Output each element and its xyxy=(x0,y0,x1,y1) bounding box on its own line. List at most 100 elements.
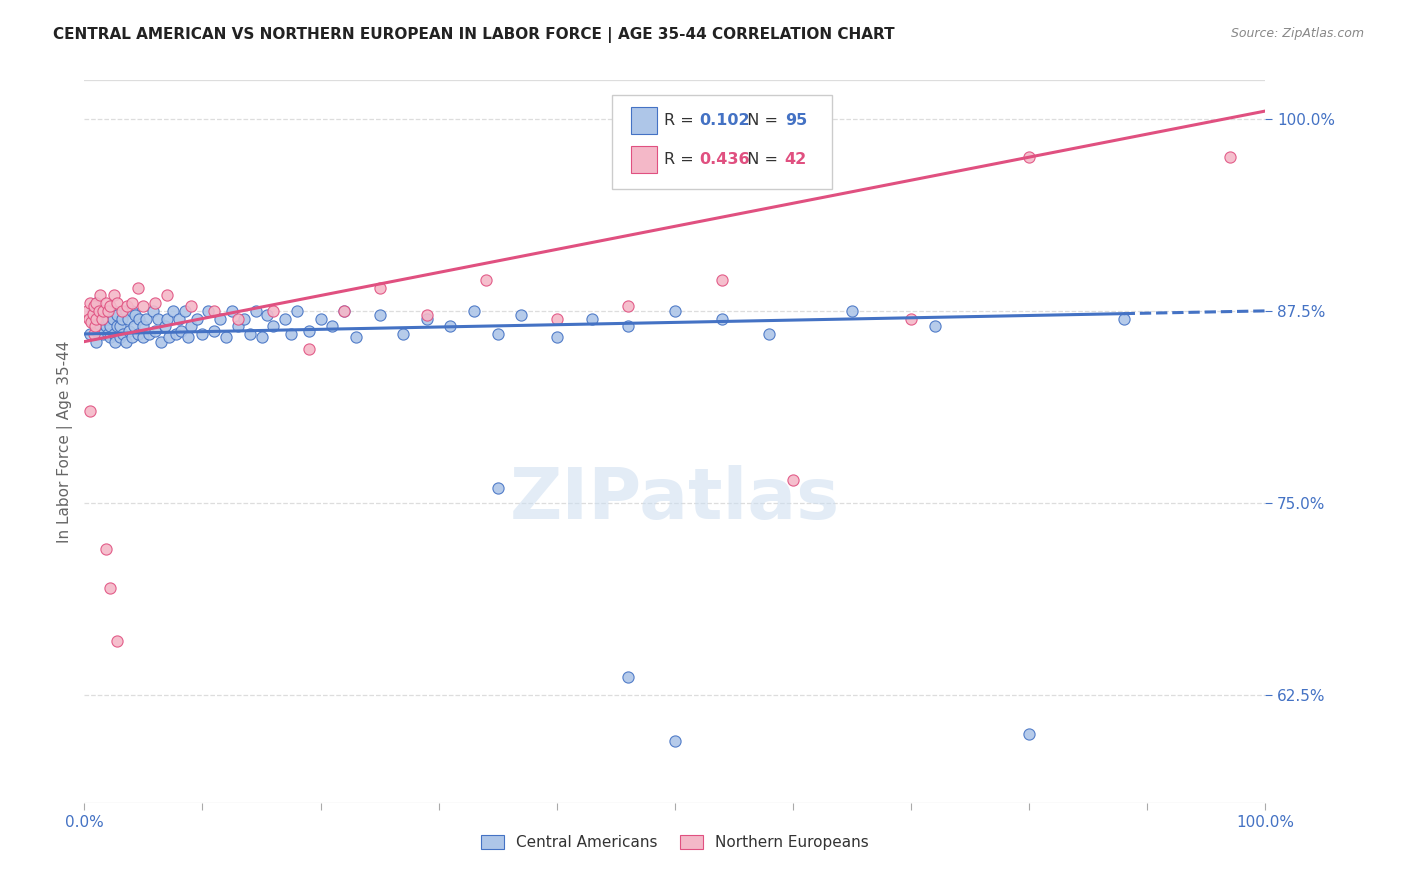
Point xyxy=(1018,150,1040,164)
Point xyxy=(98,581,121,595)
Point xyxy=(368,309,391,323)
Point xyxy=(368,281,391,295)
Point xyxy=(262,319,284,334)
Point xyxy=(103,326,125,341)
Text: N =: N = xyxy=(738,113,783,128)
Point xyxy=(191,326,214,341)
Point xyxy=(91,326,114,341)
Point xyxy=(156,288,179,302)
Point xyxy=(486,326,509,341)
Point xyxy=(298,324,321,338)
Point xyxy=(83,326,105,341)
Point xyxy=(111,311,134,326)
Point xyxy=(758,326,780,341)
Point xyxy=(782,473,804,487)
Point xyxy=(924,319,946,334)
Point xyxy=(103,304,125,318)
Point xyxy=(122,319,145,334)
Point xyxy=(132,299,155,313)
Point xyxy=(132,319,155,334)
Point xyxy=(166,326,188,341)
Point xyxy=(309,311,332,326)
Point xyxy=(82,304,104,318)
Point xyxy=(510,309,533,323)
Point xyxy=(157,330,180,344)
Legend: Central Americans, Northern Europeans: Central Americans, Northern Europeans xyxy=(475,830,875,856)
Point xyxy=(616,299,638,313)
Point xyxy=(581,311,603,326)
Point xyxy=(128,311,150,326)
Point xyxy=(298,343,321,357)
Point xyxy=(170,324,193,338)
Point xyxy=(98,330,121,344)
Point xyxy=(84,324,107,338)
Point xyxy=(186,311,208,326)
Point xyxy=(91,311,114,326)
Point xyxy=(114,334,136,349)
Point xyxy=(226,319,249,334)
Point xyxy=(79,296,101,310)
Point xyxy=(94,296,117,310)
Point xyxy=(486,481,509,495)
Point xyxy=(900,311,922,326)
Text: 0.102: 0.102 xyxy=(700,113,751,128)
Point xyxy=(180,319,202,334)
Point xyxy=(664,304,686,318)
Text: Source: ZipAtlas.com: Source: ZipAtlas.com xyxy=(1230,27,1364,40)
Point xyxy=(91,311,114,326)
Point xyxy=(108,330,131,344)
Point xyxy=(89,319,111,334)
Point xyxy=(84,334,107,349)
Point xyxy=(121,296,143,310)
Point xyxy=(115,299,138,313)
Point xyxy=(118,324,141,338)
Point xyxy=(104,334,127,349)
Point xyxy=(463,304,485,318)
Point xyxy=(439,319,461,334)
Point xyxy=(664,734,686,748)
Point xyxy=(79,404,101,418)
Point xyxy=(94,311,117,326)
Point xyxy=(91,304,114,318)
Point xyxy=(274,311,297,326)
Point xyxy=(153,319,176,334)
Point xyxy=(76,304,98,318)
Point xyxy=(232,311,254,326)
Point xyxy=(321,319,343,334)
Point xyxy=(107,309,129,323)
Point xyxy=(177,330,200,344)
Point xyxy=(711,311,734,326)
Point xyxy=(150,334,173,349)
Point xyxy=(333,304,356,318)
Point xyxy=(167,311,190,326)
Point xyxy=(250,330,273,344)
FancyBboxPatch shape xyxy=(631,107,657,135)
Point xyxy=(107,296,129,310)
Point xyxy=(711,273,734,287)
Point xyxy=(135,311,157,326)
Text: CENTRAL AMERICAN VS NORTHERN EUROPEAN IN LABOR FORCE | AGE 35-44 CORRELATION CHA: CENTRAL AMERICAN VS NORTHERN EUROPEAN IN… xyxy=(53,27,896,43)
Text: R =: R = xyxy=(664,153,699,168)
Text: 0.436: 0.436 xyxy=(700,153,751,168)
Point xyxy=(107,634,129,648)
Point xyxy=(1219,150,1241,164)
Point xyxy=(239,326,262,341)
Point xyxy=(91,304,114,318)
Point xyxy=(83,311,105,326)
Point xyxy=(475,273,498,287)
Point xyxy=(94,542,117,557)
Point xyxy=(132,330,155,344)
Point xyxy=(84,296,107,310)
Point xyxy=(333,304,356,318)
Point xyxy=(83,299,105,313)
Point xyxy=(114,304,136,318)
Point xyxy=(143,324,166,338)
Point xyxy=(103,288,125,302)
Point xyxy=(180,299,202,313)
Point xyxy=(121,330,143,344)
Point xyxy=(1112,311,1135,326)
Point xyxy=(146,311,169,326)
Point xyxy=(124,309,146,323)
Point xyxy=(97,326,120,341)
Point xyxy=(245,304,267,318)
